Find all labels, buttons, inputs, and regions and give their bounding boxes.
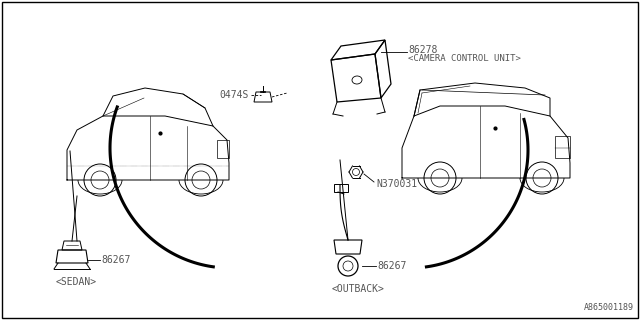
Text: <OUTBACK>: <OUTBACK> xyxy=(332,284,385,294)
Text: A865001189: A865001189 xyxy=(584,303,634,312)
Text: N370031: N370031 xyxy=(376,179,417,189)
Text: <SEDAN>: <SEDAN> xyxy=(56,277,97,287)
Bar xyxy=(334,184,348,192)
Text: 0474S: 0474S xyxy=(219,90,248,100)
Text: 86278: 86278 xyxy=(408,45,437,55)
Bar xyxy=(555,136,570,158)
Text: 86267: 86267 xyxy=(101,255,131,265)
Text: 86267: 86267 xyxy=(377,261,406,271)
Text: <CAMERA CONTROL UNIT>: <CAMERA CONTROL UNIT> xyxy=(408,53,521,62)
Bar xyxy=(217,140,229,158)
